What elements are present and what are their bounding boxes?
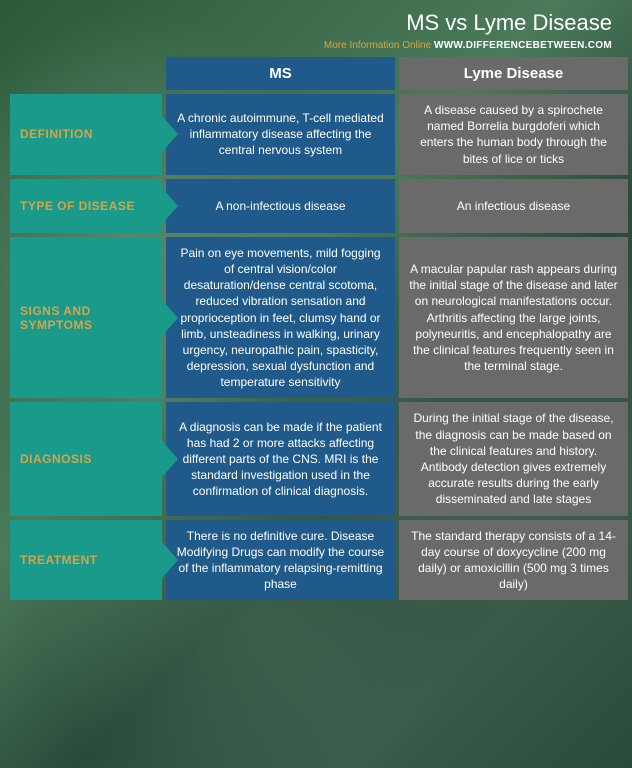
- cell-treatment-lyme: The standard therapy consists of a 14-da…: [399, 520, 628, 601]
- source-url[interactable]: WWW.DIFFERENCEBETWEEN.COM: [434, 40, 612, 51]
- cell-type-ms: A non-infectious disease: [166, 179, 395, 233]
- header: MS vs Lyme Disease More Information Onli…: [0, 0, 632, 57]
- row-label-treatment: TREATMENT: [10, 520, 162, 601]
- column-header-ms: MS: [166, 57, 395, 90]
- page-title: MS vs Lyme Disease: [20, 10, 612, 36]
- corner-cell: [10, 57, 162, 90]
- cell-definition-ms: A chronic autoimmune, T-cell mediated in…: [166, 94, 395, 175]
- cell-diagnosis-lyme: During the initial stage of the disease,…: [399, 402, 628, 515]
- cell-symptoms-ms: Pain on eye movements, mild fogging of c…: [166, 237, 395, 399]
- subtitle: More Information Online WWW.DIFFERENCEBE…: [20, 40, 612, 51]
- cell-type-lyme: An infectious disease: [399, 179, 628, 233]
- row-label-diagnosis: DIAGNOSIS: [10, 402, 162, 515]
- cell-diagnosis-ms: A diagnosis can be made if the patient h…: [166, 402, 395, 515]
- cell-treatment-ms: There is no definitive cure. Disease Mod…: [166, 520, 395, 601]
- subtitle-prefix: More Information Online: [324, 40, 434, 51]
- row-label-symptoms: SIGNS AND SYMPTOMS: [10, 237, 162, 399]
- row-label-definition: DEFINITION: [10, 94, 162, 175]
- column-header-lyme: Lyme Disease: [399, 57, 628, 90]
- cell-definition-lyme: A disease caused by a spirochete named B…: [399, 94, 628, 175]
- row-label-type: TYPE OF DISEASE: [10, 179, 162, 233]
- cell-symptoms-lyme: A macular papular rash appears during th…: [399, 237, 628, 399]
- comparison-table: MS Lyme Disease DEFINITION A chronic aut…: [0, 57, 632, 610]
